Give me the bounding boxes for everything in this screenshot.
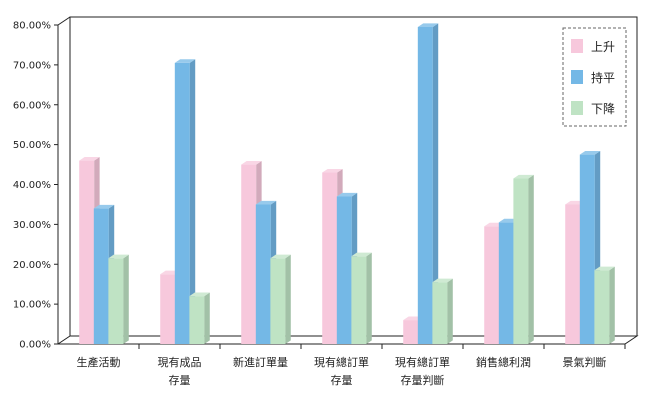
bar-front: [79, 160, 95, 344]
bar-front: [93, 208, 109, 344]
bar-front: [174, 62, 190, 344]
bar-front: [108, 258, 124, 344]
legend-label: 下降: [591, 102, 615, 116]
bar-front: [270, 258, 286, 344]
bar-front: [336, 196, 352, 344]
bar-top: [189, 292, 210, 297]
bar-top: [241, 160, 262, 165]
legend-label: 持平: [591, 70, 615, 85]
bar-side: [204, 292, 210, 344]
legend-swatch: [571, 39, 583, 53]
bar-front: [565, 204, 581, 344]
y-tick-label: 0.00%: [19, 340, 51, 351]
chart-bars: [79, 23, 615, 345]
bar: [417, 23, 439, 345]
bar-top: [513, 174, 534, 179]
back-wall: [69, 16, 638, 336]
bar-top: [322, 168, 343, 173]
bar-front: [498, 222, 514, 344]
bar: [513, 174, 534, 344]
category-label-line: 存量: [331, 373, 353, 387]
bar-top: [79, 156, 100, 161]
bar-front: [241, 164, 257, 344]
category-label-line: 現有成品: [158, 355, 202, 369]
bar-front: [189, 296, 205, 344]
bar-front: [432, 282, 448, 344]
y-axis-top-edge: [57, 16, 71, 26]
legend-swatch: [571, 70, 583, 84]
y-tick-label: 10.00%: [13, 300, 51, 311]
category-label-line: 現有總訂單: [314, 355, 369, 369]
category-label-line: 現有總訂單: [395, 355, 450, 369]
bar-side: [528, 174, 534, 344]
category-label: 現有總訂單存量: [314, 355, 369, 387]
bar-front: [160, 274, 176, 344]
bar-front: [579, 154, 595, 344]
bar-front: [594, 270, 610, 344]
bar: [594, 266, 615, 344]
category-label: 新進訂單量: [233, 355, 288, 369]
bar-top: [579, 150, 601, 155]
bar-top: [93, 204, 115, 209]
bar-top: [336, 192, 358, 197]
bar-front: [351, 256, 367, 344]
bar-side: [447, 278, 453, 344]
y-tick-label: 50.00%: [13, 140, 51, 151]
bar-side: [432, 23, 439, 345]
category-label-line: 新進訂單量: [233, 355, 288, 369]
y-tick-label: 30.00%: [13, 220, 51, 231]
bar-front: [484, 226, 500, 344]
category-label-line: 景氣判斷: [563, 355, 607, 369]
bar: [270, 254, 291, 344]
bar-side: [285, 254, 291, 344]
bar-top: [108, 254, 129, 259]
bar-side: [609, 266, 615, 344]
y-tick-label: 40.00%: [13, 180, 51, 191]
bar-front: [322, 172, 338, 344]
bar-side: [189, 59, 196, 344]
y-tick-label: 70.00%: [13, 60, 51, 71]
bar-front: [403, 320, 419, 344]
bar-top: [417, 23, 439, 27]
bar-top: [255, 200, 277, 205]
bar-front: [513, 178, 529, 344]
bar-front: [255, 204, 271, 344]
bar-top: [594, 266, 615, 271]
bar-top: [351, 252, 372, 257]
bar: [174, 59, 196, 344]
category-label: 生產活動: [77, 355, 121, 369]
category-label: 現有總訂單存量判斷: [395, 355, 450, 387]
bar: [432, 278, 453, 344]
bar-side: [366, 252, 372, 344]
category-label: 現有成品存量: [158, 355, 202, 387]
bar-top: [432, 278, 453, 283]
y-tick-label: 20.00%: [13, 260, 51, 271]
legend-swatch: [571, 101, 583, 115]
category-label-line: 存量: [169, 373, 191, 387]
category-label-line: 存量判斷: [401, 373, 445, 387]
category-label-line: 銷售總利潤: [476, 355, 531, 369]
y-tick-label: 60.00%: [13, 100, 51, 111]
bar: [108, 254, 129, 344]
category-label-line: 生產活動: [77, 355, 121, 369]
category-label: 銷售總利潤: [476, 355, 531, 369]
bar-top: [174, 59, 196, 63]
bar-front: [417, 26, 433, 345]
bar-side: [123, 254, 129, 344]
category-label: 景氣判斷: [563, 355, 607, 369]
bar: [351, 252, 372, 344]
y-tick-label: 80.00%: [13, 21, 51, 32]
bar-top: [270, 254, 291, 259]
bar: [189, 292, 210, 344]
legend-label: 上升: [591, 40, 615, 54]
